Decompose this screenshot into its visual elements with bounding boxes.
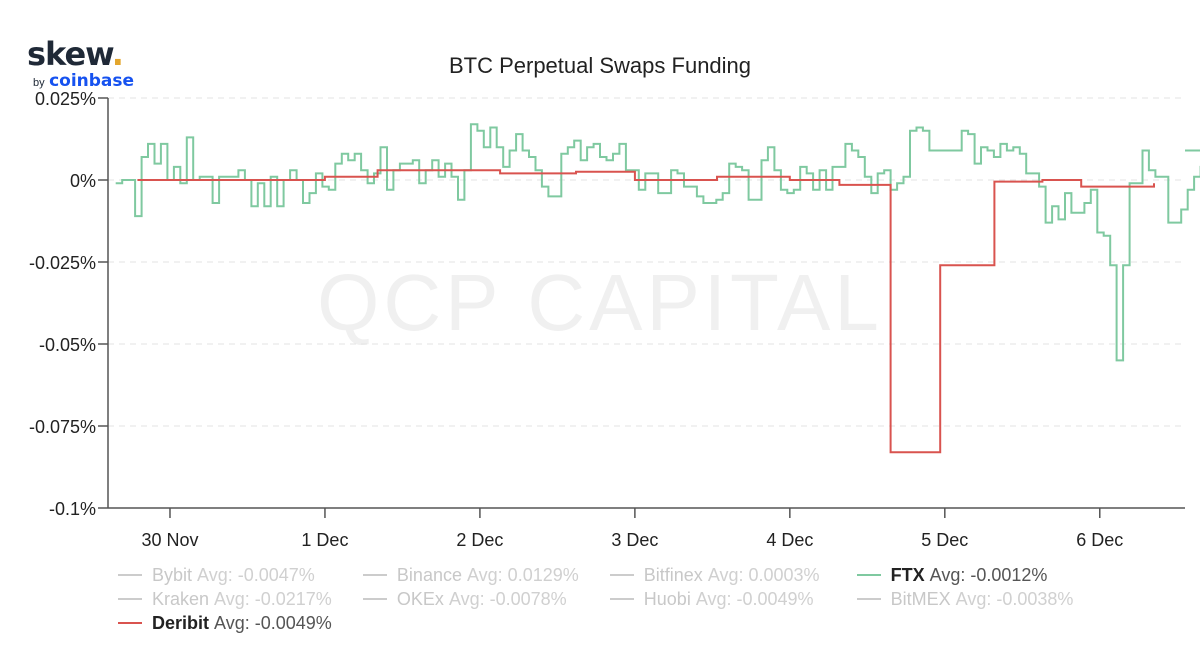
legend-avg: Avg: 0.0003% [707,565,820,585]
legend-swatch [856,574,881,576]
legend-avg: Avg: -0.0078% [448,589,567,609]
legend: Bybit Avg: -0.0047% Binance Avg: 0.0129% Bit… [118,563,1118,635]
legend-avg: Avg: -0.0038% [955,589,1074,609]
legend-name: Bitfinex [643,565,703,585]
legend-swatch [362,598,387,600]
x-tick-label: 5 Dec [921,530,968,550]
legend-item-bitfinex[interactable]: Bitfinex Avg: 0.0003% [609,563,847,587]
legend-swatch [118,598,142,600]
y-tick-label: -0.1% [49,499,96,519]
legend-item-okex[interactable]: OKEx Avg: -0.0078% [362,587,600,611]
x-tick-label: 1 Dec [301,530,348,550]
legend-item-huobi[interactable]: Huobi Avg: -0.0049% [609,587,847,611]
logo-word: skew [27,35,113,73]
series-group [115,123,1200,454]
legend-swatch [362,574,387,576]
logo-coinbase: coinbase [49,71,135,91]
series-line-ftx [115,123,1200,362]
legend-avg: Avg: -0.0217% [214,589,332,609]
legend-item-binance[interactable]: Binance Avg: 0.0129% [362,563,600,587]
legend-name: OKEx [396,589,444,609]
series-line-deribit [137,169,1155,454]
x-axis-ticks: 30 Nov 1 Dec 2 Dec 3 Dec 4 Dec 5 Dec 6 Dec [141,508,1123,550]
x-tick-label: 3 Dec [611,530,658,550]
x-tick-label: 2 Dec [456,530,503,550]
legend-avg: Avg: -0.0012% [929,565,1048,585]
legend-item-kraken[interactable]: Kraken Avg: -0.0217% [118,587,353,611]
chart-title: BTC Perpetual Swaps Funding [449,53,751,78]
legend-item-deribit[interactable]: Deribit Avg: -0.0049% [118,611,361,635]
legend-avg: Avg: -0.0049% [695,589,814,609]
y-axis-ticks: 0.025% 0% -0.025% -0.05% -0.075% -0.1% [29,89,108,519]
watermark: QCP CAPITAL [317,258,883,347]
y-tick-label: -0.025% [29,253,96,273]
legend-avg: Avg: -0.0049% [214,613,332,633]
legend-item-ftx[interactable]: FTX Avg: -0.0012% [856,563,1108,587]
legend-name: Kraken [152,589,210,609]
legend-name: Binance [396,565,462,585]
legend-name: Bybit [152,565,193,585]
legend-item-bybit[interactable]: Bybit Avg: -0.0047% [118,563,353,587]
legend-name: FTX [890,565,925,585]
legend-avg: Avg: -0.0047% [197,565,315,585]
x-tick-label: 6 Dec [1076,530,1123,550]
logo-by: by [33,77,45,89]
skew-logo: skew. by coinbase [27,35,134,90]
legend-swatch [118,622,142,624]
x-tick-label: 4 Dec [766,530,813,550]
legend-name: Huobi [643,589,691,609]
legend-name: Deribit [152,613,210,633]
y-tick-label: 0% [70,171,96,191]
legend-item-bitmex[interactable]: BitMEX Avg: -0.0038% [856,587,1108,611]
y-tick-label: -0.05% [39,335,96,355]
legend-swatch [609,574,634,576]
y-tick-label: -0.075% [29,417,96,437]
legend-avg: Avg: 0.0129% [466,565,579,585]
x-tick-label: 30 Nov [141,530,198,550]
funding-chart: QCP CAPITAL BTC Perpetual Swaps Funding … [29,53,1200,550]
y-tick-label: 0.025% [35,89,96,109]
legend-swatch [118,574,142,576]
legend-swatch [609,598,634,600]
legend-swatch [856,598,881,600]
legend-name: BitMEX [890,589,951,609]
logo-dot: . [111,35,124,73]
